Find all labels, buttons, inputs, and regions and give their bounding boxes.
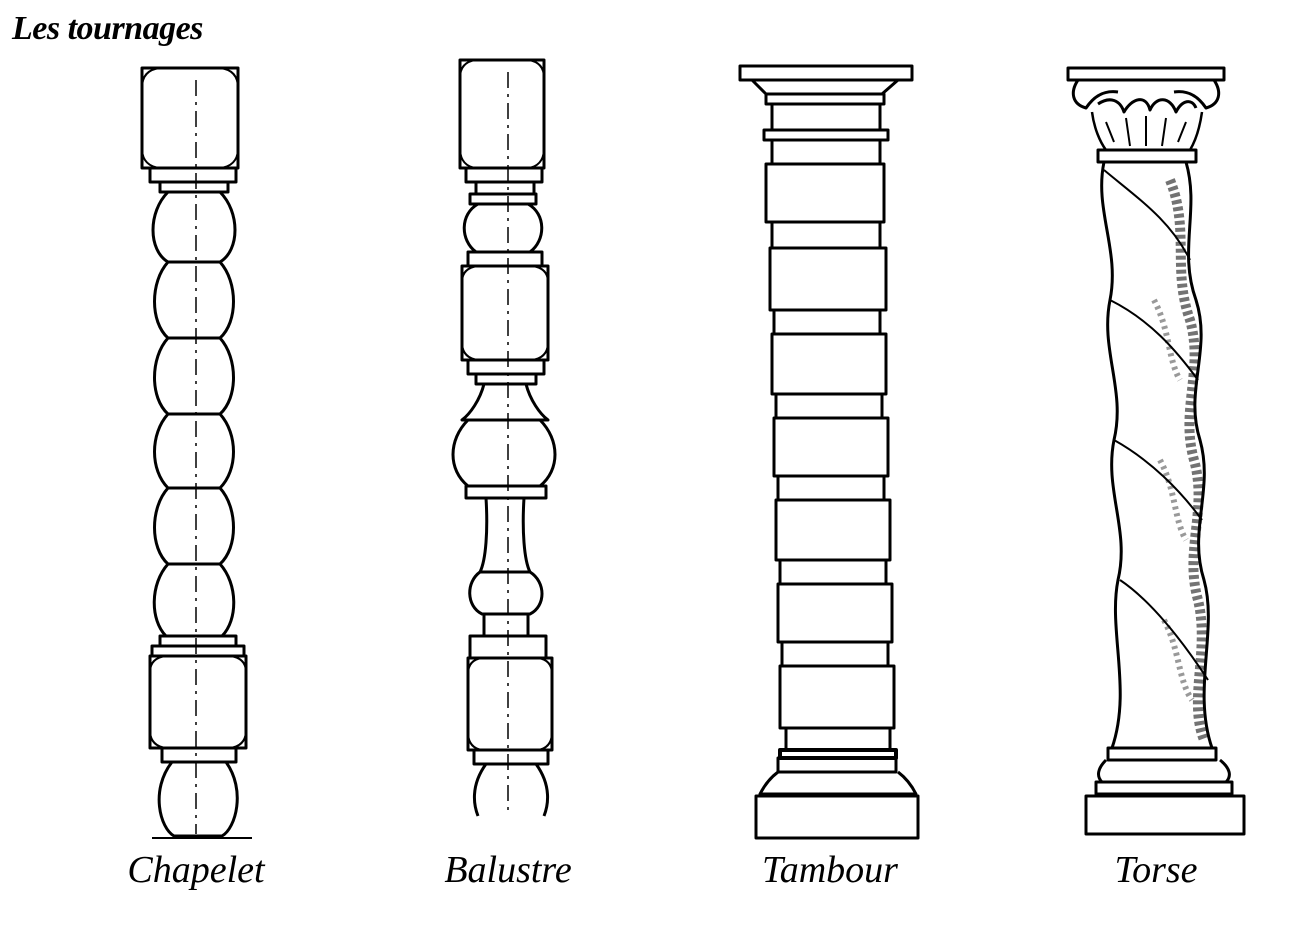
caption-chapelet: Chapelet: [127, 849, 265, 891]
caption-torse: Torse: [1114, 849, 1198, 891]
chapelet-column-drawing: [140, 66, 252, 839]
torse-column-drawing: [1066, 66, 1246, 836]
caption-tambour: Tambour: [762, 849, 898, 891]
page-title: Les tournages: [12, 10, 203, 47]
tambour-column-drawing: [738, 64, 920, 840]
caption-balustre: Balustre: [444, 849, 572, 891]
balustre-column-drawing: [451, 58, 557, 817]
